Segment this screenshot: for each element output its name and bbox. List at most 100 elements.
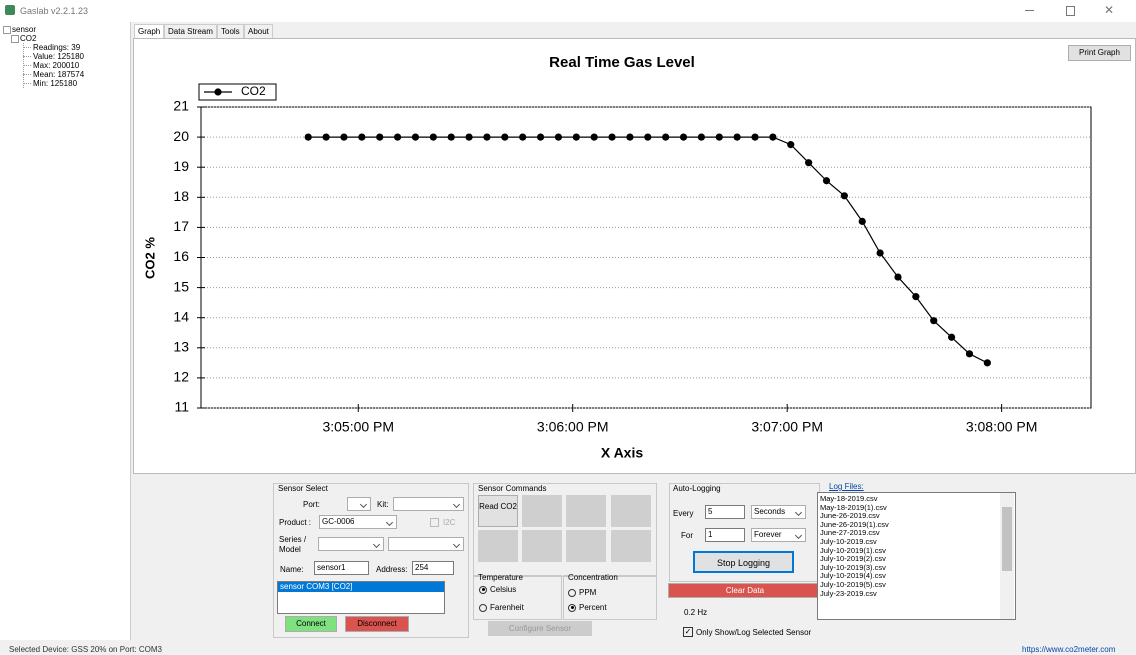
tree-item[interactable]: Value: 125180 bbox=[33, 52, 85, 61]
tree-item[interactable]: Min: 125180 bbox=[33, 79, 78, 88]
tab[interactable]: Tools bbox=[217, 24, 244, 38]
log-file[interactable]: July-10-2019(3).csv bbox=[820, 562, 886, 572]
status-link[interactable]: https://www.co2meter.com bbox=[1022, 645, 1116, 654]
y-tick-label: 17 bbox=[173, 218, 189, 234]
command-slot bbox=[522, 530, 562, 562]
data-point bbox=[644, 133, 652, 141]
label: Product : bbox=[279, 518, 312, 527]
radio-option[interactable]: Percent bbox=[568, 603, 607, 612]
tree-panel: sensor CO2 Readings: 39 Value: 125180 Max:… bbox=[0, 22, 131, 640]
maximize[interactable] bbox=[1066, 6, 1075, 16]
only-show-checkbox[interactable]: ✓ bbox=[683, 627, 693, 637]
tree-item[interactable]: Readings: 39 bbox=[33, 43, 81, 52]
scroll-thumb[interactable] bbox=[1002, 507, 1012, 571]
radio-label: Farenheit bbox=[490, 603, 524, 612]
title-bar: Gaslab v2.2.1.23 ✕ bbox=[0, 0, 1136, 22]
data-point bbox=[983, 359, 991, 367]
duration-combo[interactable]: Forever bbox=[751, 528, 806, 542]
y-tick-label: 21 bbox=[173, 98, 189, 114]
y-tick-label: 16 bbox=[173, 248, 189, 264]
model-combo[interactable] bbox=[388, 537, 464, 551]
radio-option[interactable]: Farenheit bbox=[479, 603, 524, 612]
tree-connector bbox=[23, 74, 31, 75]
configure-button[interactable]: Configure Sensor bbox=[488, 621, 592, 636]
radio-option[interactable]: Celsius bbox=[479, 585, 516, 594]
data-point bbox=[393, 133, 402, 141]
data-point bbox=[894, 273, 902, 281]
log-file[interactable]: July-10-2019(1).csv bbox=[820, 545, 886, 555]
label: Series / Model bbox=[279, 535, 307, 554]
for-input[interactable]: 1 bbox=[705, 528, 745, 542]
expander[interactable] bbox=[3, 26, 11, 34]
close[interactable]: ✕ bbox=[1104, 3, 1115, 17]
scrollbar[interactable] bbox=[1000, 493, 1014, 619]
tab[interactable]: Data Stream bbox=[164, 24, 217, 38]
data-point bbox=[322, 133, 330, 141]
log-file[interactable]: May-18-2019(1).csv bbox=[820, 502, 887, 512]
log-file[interactable]: July-23-2019.csv bbox=[820, 588, 877, 598]
radio[interactable] bbox=[479, 585, 487, 594]
log-file[interactable]: July-10-2019.csv bbox=[820, 537, 877, 546]
i2c-checkbox[interactable] bbox=[430, 518, 439, 527]
legend-label: CO2 bbox=[241, 84, 266, 98]
print-button[interactable]: Print Graph bbox=[1068, 45, 1131, 61]
disconnect-button[interactable]: Disconnect bbox=[345, 616, 409, 632]
name-input[interactable]: sensor1 bbox=[314, 561, 369, 575]
tree-child[interactable]: CO2 bbox=[20, 34, 37, 43]
tree-connector bbox=[23, 83, 31, 84]
data-point bbox=[858, 217, 866, 225]
command-slot bbox=[611, 495, 651, 527]
sensor-list-item[interactable]: sensor COM3 [CO2] bbox=[278, 582, 444, 592]
radio[interactable] bbox=[568, 603, 576, 612]
command-slot bbox=[522, 495, 562, 527]
address-input[interactable]: 254 bbox=[412, 561, 454, 575]
tree-root[interactable]: sensor bbox=[12, 25, 37, 34]
chart: Real Time Gas Level X Axis CO2 % 11 12 13 1… bbox=[142, 54, 1092, 461]
x-axis-label: X Axis bbox=[601, 445, 643, 461]
expander[interactable] bbox=[11, 35, 19, 43]
read-co2-button[interactable]: Read CO2 bbox=[478, 495, 518, 527]
data-point bbox=[536, 133, 545, 141]
data-point bbox=[608, 133, 616, 141]
sensor-select-group bbox=[273, 483, 469, 638]
group-title: Auto-Logging bbox=[673, 484, 721, 493]
series-combo[interactable] bbox=[318, 537, 384, 551]
radio[interactable] bbox=[479, 603, 487, 612]
stop-logging-button[interactable]: Stop Logging bbox=[693, 551, 794, 573]
data-point bbox=[965, 350, 974, 358]
rate-label: 0.2 Hz bbox=[684, 608, 708, 617]
data-point bbox=[376, 133, 384, 141]
log-file[interactable]: July-10-2019(2).csv bbox=[820, 554, 886, 564]
radio-label: Percent bbox=[579, 603, 607, 612]
every-input[interactable]: 5 bbox=[705, 505, 745, 519]
product-combo[interactable]: GC-0006 bbox=[319, 515, 397, 529]
minimize[interactable] bbox=[1025, 10, 1034, 11]
radio-label: PPM bbox=[579, 588, 597, 597]
connect-button[interactable]: Connect bbox=[285, 616, 337, 632]
tab[interactable]: Graph bbox=[134, 24, 165, 38]
legend-box bbox=[198, 83, 277, 101]
data-point bbox=[787, 141, 795, 149]
log-file[interactable]: June-26-2019.csv bbox=[820, 511, 880, 521]
tree-item[interactable]: Mean: 187574 bbox=[33, 70, 85, 79]
tree-item[interactable]: Max: 200010 bbox=[33, 61, 80, 70]
radio[interactable] bbox=[568, 588, 576, 597]
data-point bbox=[948, 333, 956, 341]
log-file[interactable]: July-10-2019(4).csv bbox=[820, 571, 886, 581]
unit-combo[interactable]: Seconds bbox=[751, 505, 806, 519]
legend-marker bbox=[214, 88, 222, 96]
log-file[interactable]: June-26-2019(1).csv bbox=[820, 519, 889, 529]
sensor-list: sensor COM3 [CO2] bbox=[277, 581, 445, 614]
data-point bbox=[805, 159, 813, 167]
port-combo[interactable] bbox=[347, 497, 371, 511]
radio-option[interactable]: PPM bbox=[568, 588, 596, 597]
log-file[interactable]: June-27-2019.csv bbox=[820, 528, 880, 538]
kit-combo[interactable] bbox=[393, 497, 464, 511]
log-file[interactable]: July-10-2019(5).csv bbox=[820, 580, 886, 589]
tab[interactable]: About bbox=[244, 24, 273, 38]
clear-data-button[interactable]: Clear Data bbox=[668, 583, 822, 598]
label: Every bbox=[673, 509, 694, 518]
command-slot bbox=[611, 530, 651, 562]
log-files-link[interactable]: Log Files: bbox=[829, 482, 864, 491]
log-file[interactable]: May-18-2019.csv bbox=[820, 494, 878, 503]
